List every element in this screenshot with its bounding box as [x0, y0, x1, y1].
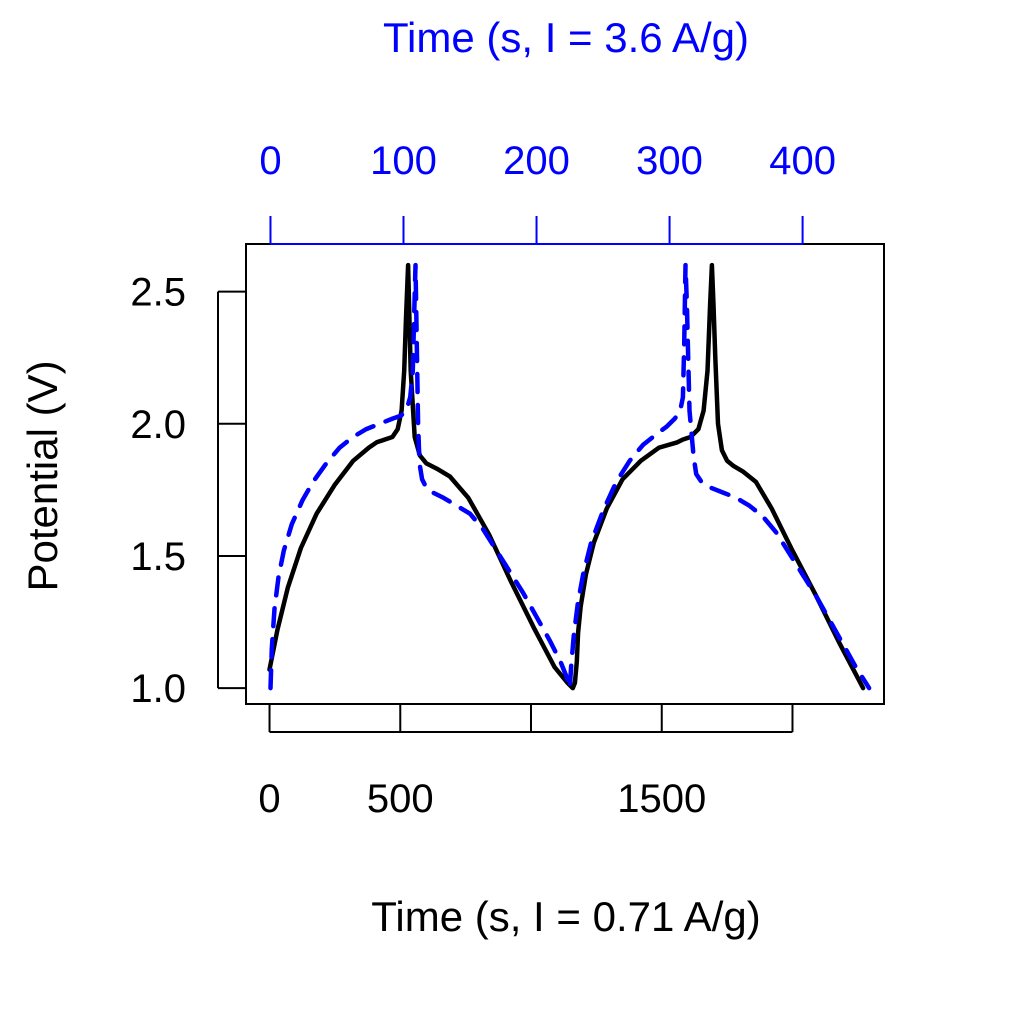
left-axis-tick-label: 2.5 [130, 271, 186, 315]
top-axis-tick-label: 0 [259, 139, 281, 183]
bottom-axis-tick-label: 1500 [617, 777, 706, 821]
top-axis-tick-label: 300 [636, 139, 703, 183]
series-line-0-71-a-g [267, 262, 866, 691]
series-line-3-6-a-g [268, 262, 872, 691]
y-axis-title: Potential (V) [19, 360, 66, 591]
top-axis-tick-label: 200 [503, 139, 570, 183]
top-axis-tick-label: 400 [769, 139, 836, 183]
left-axis-tick-label: 2.0 [130, 403, 186, 447]
left-axis-tick-label: 1.0 [130, 667, 186, 711]
left-axis-tick-label: 1.5 [130, 535, 186, 579]
bottom-axis-tick-label: 0 [258, 777, 280, 821]
bottom-axis-tick-label: 500 [367, 777, 434, 821]
top-axis-title: Time (s, I = 3.6 A/g) [383, 14, 749, 61]
top-axis-tick-label: 100 [370, 139, 437, 183]
bottom-axis-title: Time (s, I = 0.71 A/g) [371, 893, 760, 940]
